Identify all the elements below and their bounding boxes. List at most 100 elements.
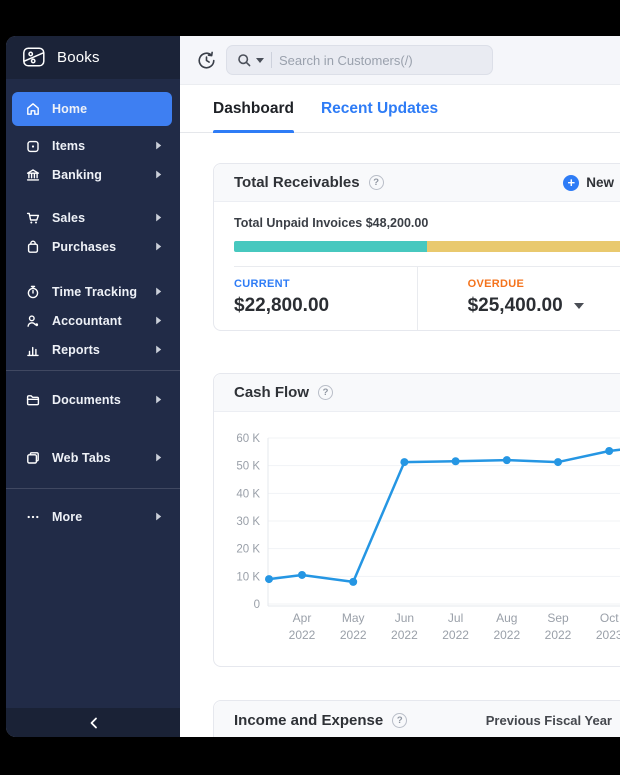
divider xyxy=(271,52,272,68)
stopwatch-icon xyxy=(24,284,41,300)
nav-gap xyxy=(6,489,180,502)
main-area: Dashboard Recent Updates Total Receivabl… xyxy=(180,36,620,737)
logo-row[interactable]: Books xyxy=(6,36,180,79)
svg-text:50 K: 50 K xyxy=(236,461,260,473)
tab-recent-updates[interactable]: Recent Updates xyxy=(321,85,438,132)
sidebar-item-label: Banking xyxy=(52,168,144,182)
chevron-right-icon xyxy=(155,512,172,521)
overdue-dropdown-caret[interactable] xyxy=(574,303,584,309)
svg-text:Apr: Apr xyxy=(293,611,312,625)
sidebar-item-label: Documents xyxy=(52,393,144,407)
svg-text:2022: 2022 xyxy=(493,628,520,642)
recent-history-button[interactable] xyxy=(196,50,217,71)
svg-text:2023: 2023 xyxy=(596,628,620,642)
help-icon[interactable]: ? xyxy=(369,175,384,190)
svg-text:20 K: 20 K xyxy=(236,544,260,556)
search-input[interactable] xyxy=(279,53,449,68)
card-title: Income and Expense xyxy=(234,712,383,729)
income-expense-header: Income and Expense ? Previous Fiscal Yea… xyxy=(214,701,620,737)
overdue-segment xyxy=(427,241,620,252)
total-receivables-header: Total Receivables ? + New xyxy=(214,164,620,202)
sidebar-item-banking[interactable]: Banking xyxy=(12,160,172,189)
current-column: CURRENT $22,800.00 xyxy=(234,267,418,330)
sidebar-item-label: Web Tabs xyxy=(52,451,144,465)
sidebar-item-reports[interactable]: Reports xyxy=(12,335,172,364)
sidebar-item-web-tabs[interactable]: Web Tabs xyxy=(12,443,172,472)
fiscal-year-filter[interactable]: Previous Fiscal Year xyxy=(486,713,612,728)
sidebar-item-more[interactable]: More xyxy=(12,502,172,531)
svg-text:Sep: Sep xyxy=(547,611,569,625)
sidebar-item-items[interactable]: Items xyxy=(12,131,172,160)
sidebar-item-label: Sales xyxy=(52,211,144,225)
svg-text:Oct: Oct xyxy=(600,611,619,625)
help-icon[interactable]: ? xyxy=(318,385,333,400)
sidebar-collapse-button[interactable] xyxy=(6,708,180,737)
new-receivable-button[interactable]: + New xyxy=(563,175,614,191)
sidebar-item-purchases[interactable]: Purchases xyxy=(12,232,172,261)
cashflow-chart: 010 K20 K30 K40 K50 K60 KApr2022May2022J… xyxy=(226,426,620,644)
total-receivables-body: Total Unpaid Invoices $48,200.00 CURRENT… xyxy=(214,202,620,330)
svg-text:0: 0 xyxy=(254,599,260,611)
chevron-right-icon xyxy=(155,316,172,325)
folder-icon xyxy=(24,392,41,408)
overdue-amount: $25,400.00 xyxy=(468,295,563,317)
history-icon xyxy=(196,50,217,71)
chevron-right-icon xyxy=(155,141,172,150)
help-icon[interactable]: ? xyxy=(392,713,407,728)
search-box xyxy=(226,45,493,75)
sidebar-item-label: Home xyxy=(52,102,172,116)
sidebar-item-home[interactable]: Home xyxy=(12,92,172,126)
sidebar-item-label: Time Tracking xyxy=(52,285,144,299)
nav-gap xyxy=(6,472,180,488)
svg-text:2022: 2022 xyxy=(340,628,367,642)
chevron-right-icon xyxy=(155,395,172,404)
search-scope-selector[interactable] xyxy=(237,53,264,67)
bar-chart-icon xyxy=(24,342,41,358)
topbar xyxy=(180,36,620,85)
chevron-right-icon xyxy=(155,242,172,251)
nav-gap xyxy=(6,414,180,443)
web-tabs-icon xyxy=(24,450,41,466)
chevron-right-icon xyxy=(155,213,172,222)
app-window: Books Home Items Banking Sales Purchases Time… xyxy=(6,36,620,737)
books-logo-icon xyxy=(22,46,47,69)
product-name: Books xyxy=(57,49,100,66)
svg-text:2022: 2022 xyxy=(442,628,469,642)
plus-icon: + xyxy=(563,175,579,191)
home-icon xyxy=(24,101,41,117)
chevron-left-icon xyxy=(89,717,98,729)
page-tabs: Dashboard Recent Updates xyxy=(180,85,620,133)
nav-gap xyxy=(6,261,180,277)
cash-flow-header: Cash Flow ? xyxy=(214,374,620,412)
chevron-right-icon xyxy=(155,287,172,296)
sidebar-item-sales[interactable]: Sales xyxy=(12,203,172,232)
sidebar-item-accountant[interactable]: Accountant xyxy=(12,306,172,335)
chevron-right-icon xyxy=(155,170,172,179)
card-title: Cash Flow xyxy=(234,384,309,401)
svg-text:May: May xyxy=(342,611,365,625)
overdue-label: OVERDUE xyxy=(468,278,620,290)
svg-text:10 K: 10 K xyxy=(236,571,260,583)
svg-text:2022: 2022 xyxy=(289,628,316,642)
svg-text:30 K: 30 K xyxy=(236,516,260,528)
nav-gap xyxy=(6,189,180,203)
unpaid-invoices-text: Total Unpaid Invoices $48,200.00 xyxy=(234,216,620,230)
sidebar-item-label: More xyxy=(52,510,144,524)
sidebar-item-time-tracking[interactable]: Time Tracking xyxy=(12,277,172,306)
overdue-column: OVERDUE $25,400.00 xyxy=(418,267,620,330)
svg-text:2022: 2022 xyxy=(391,628,418,642)
income-expense-card: Income and Expense ? Previous Fiscal Yea… xyxy=(213,700,620,737)
svg-text:Aug: Aug xyxy=(496,611,517,625)
sidebar-item-label: Purchases xyxy=(52,240,144,254)
items-icon xyxy=(24,138,41,154)
sidebar-item-documents[interactable]: Documents xyxy=(12,385,172,414)
cash-flow-chart-area: 010 K20 K30 K40 K50 K60 KApr2022May2022J… xyxy=(214,412,620,649)
sidebar-item-label: Accountant xyxy=(52,314,144,328)
svg-text:40 K: 40 K xyxy=(236,488,260,500)
chevron-down-icon xyxy=(256,58,264,63)
tab-dashboard[interactable]: Dashboard xyxy=(213,85,294,132)
receivables-breakdown: CURRENT $22,800.00 OVERDUE $25,400.00 xyxy=(234,266,620,330)
current-amount: $22,800.00 xyxy=(234,295,417,317)
svg-text:Jun: Jun xyxy=(395,611,414,625)
ellipsis-icon xyxy=(24,509,41,525)
